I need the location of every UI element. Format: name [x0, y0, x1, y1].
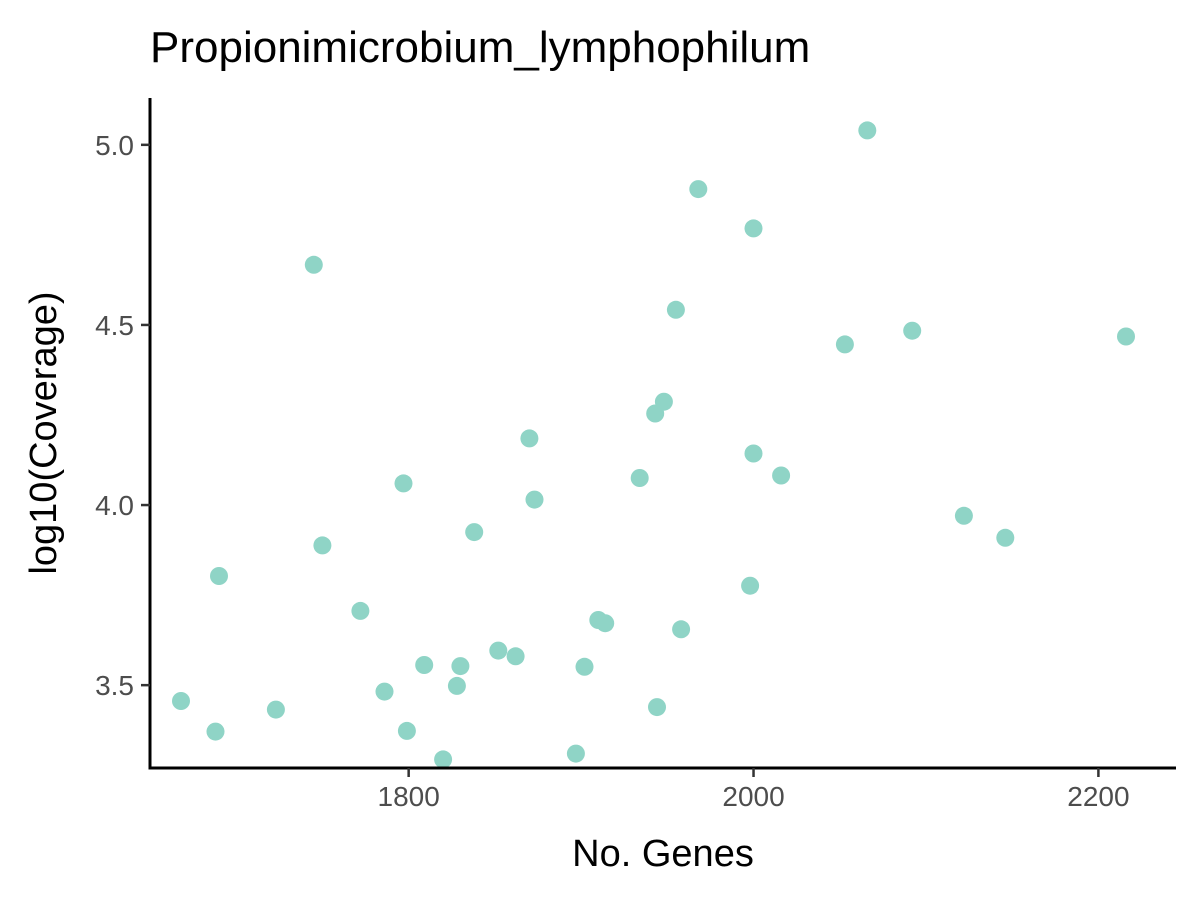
x-tick-label: 2200 — [1067, 781, 1129, 812]
data-point-18 — [520, 429, 539, 448]
x-tick-label: 1800 — [378, 781, 440, 812]
x-tick-label: 2000 — [722, 781, 784, 812]
data-point-5 — [304, 255, 323, 274]
y-tick-label: 3.5 — [95, 670, 134, 701]
data-point-9 — [394, 474, 413, 493]
data-point-27 — [654, 392, 673, 411]
x-axis-title: No. Genes — [572, 833, 754, 875]
data-point-4 — [266, 700, 285, 719]
data-point-14 — [451, 657, 470, 676]
data-point-35 — [835, 335, 854, 354]
data-point-6 — [313, 536, 332, 555]
y-tick-label: 5.0 — [95, 130, 134, 161]
y-axis-ticks: 3.5 4.0 4.5 5.0 — [95, 130, 150, 701]
data-point-39 — [996, 528, 1015, 547]
data-point-37 — [903, 321, 922, 340]
data-point-38 — [954, 506, 973, 525]
y-axis-title: log10(Coverage) — [23, 291, 65, 574]
data-point-26 — [648, 698, 666, 717]
data-point-8 — [375, 682, 394, 701]
data-point-13 — [447, 676, 466, 695]
data-point-19 — [525, 490, 544, 509]
data-point-12 — [434, 750, 453, 769]
data-point-1 — [172, 692, 190, 710]
data-point-17 — [506, 647, 525, 666]
y-tick-label: 4.5 — [95, 310, 134, 341]
data-point-32 — [744, 219, 763, 238]
data-point-16 — [489, 641, 508, 660]
x-axis-ticks: 1800 2000 2200 — [378, 768, 1130, 812]
data-point-2 — [206, 722, 225, 741]
data-point-30 — [689, 180, 708, 199]
data-point-36 — [858, 121, 877, 140]
data-point-31 — [741, 576, 760, 595]
data-point-33 — [744, 444, 763, 463]
data-point-11 — [415, 656, 434, 674]
y-tick-label: 4.0 — [95, 490, 134, 521]
data-point-7 — [351, 601, 370, 620]
data-point-21 — [575, 657, 594, 676]
data-point-34 — [772, 466, 791, 485]
chart-title: Propionimicrobium_lymphophilum — [150, 23, 810, 72]
data-point-20 — [566, 744, 585, 763]
data-point-3 — [210, 567, 228, 585]
data-point-28 — [666, 300, 685, 319]
data-points — [172, 121, 1135, 769]
data-point-23 — [596, 614, 615, 633]
data-point-40 — [1117, 327, 1135, 346]
data-point-15 — [465, 523, 484, 542]
data-point-10 — [397, 721, 416, 740]
data-point-29 — [672, 620, 691, 639]
data-point-24 — [630, 469, 649, 487]
